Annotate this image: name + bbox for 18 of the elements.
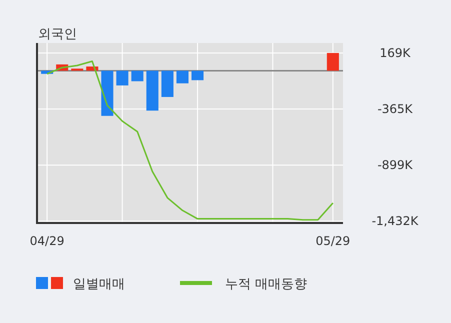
y-tick-label: -365K [377, 102, 414, 116]
bar [131, 70, 144, 82]
chart-title: 외국인 [38, 27, 77, 42]
bar [101, 70, 114, 116]
legend-label: 누적 매매동향 [225, 277, 308, 292]
x-tick-label: 05/29 [316, 234, 350, 248]
bar [176, 70, 188, 84]
bar [161, 70, 174, 97]
y-tick-label: 169K [380, 46, 412, 60]
legend-label: 일별매매 [73, 277, 125, 292]
y-tick-label: -899K [377, 158, 414, 172]
bar [192, 70, 204, 80]
bar [326, 52, 339, 71]
bar [146, 70, 158, 111]
x-tick-label: 04/29 [30, 234, 64, 248]
y-tick-label: -1,432K [372, 214, 420, 228]
line-series [46, 60, 334, 221]
bar [116, 70, 128, 86]
